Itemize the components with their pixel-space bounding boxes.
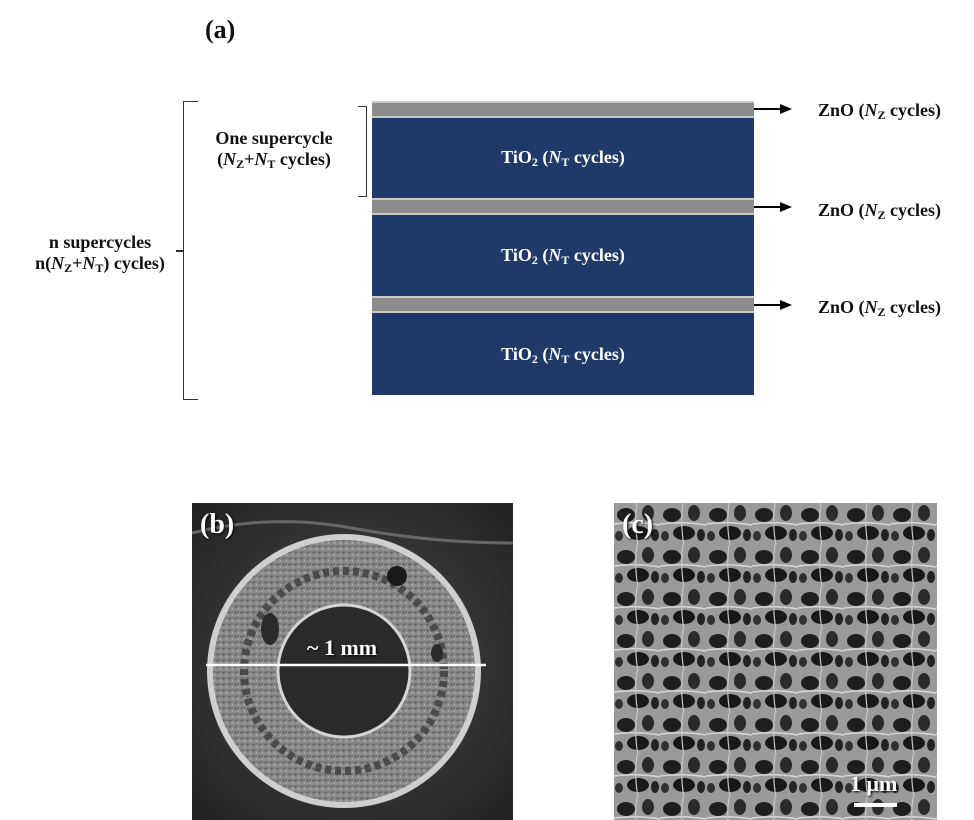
one-supercycle-label: One supercycle (NZ+NT cycles) [196, 128, 352, 170]
zno-label-3: ZnO (NZ cycles) [818, 297, 941, 319]
hollow-fiber-cross-section [192, 503, 513, 820]
panel-a-label: (a) [205, 15, 236, 44]
fiber-diameter-label: ~ 1 mm [307, 635, 378, 660]
porous-network [614, 503, 937, 820]
zno-label-1: ZnO (NZ cycles) [818, 100, 941, 122]
zno-layer-1 [372, 101, 754, 118]
tio2-layer-3-label: TiO2 (NT cycles) [501, 344, 625, 366]
zno-arrow-3-head [780, 300, 792, 310]
n-supercycles-bracket-tick [176, 250, 184, 252]
sem-image-hollow-fiber: (b) ~ 1 mm [192, 503, 513, 820]
sem-image-porous-structure: (c) 1 μm [614, 503, 937, 820]
zno-layer-2 [372, 198, 754, 215]
one-supercycle-bracket [358, 106, 367, 197]
zno-arrow-1-head [780, 104, 792, 114]
tio2-layer-2-label: TiO2 (NT cycles) [501, 245, 625, 267]
one-supercycle-formula: (NZ+NT cycles) [217, 149, 331, 171]
panel-c-label: (c) [622, 509, 654, 540]
scale-bar-label: 1 μm [850, 771, 898, 796]
tio2-layer-1-label: TiO2 (NT cycles) [501, 147, 625, 169]
zno-layer-3 [372, 296, 754, 313]
n-supercycles-formula: n(NZ+NT) cycles) [35, 253, 165, 275]
panel-b-label: (b) [200, 509, 235, 540]
zno-label-2: ZnO (NZ cycles) [818, 200, 941, 222]
zno-arrow-2-line [754, 206, 780, 208]
zno-arrow-3-line [754, 304, 780, 306]
zno-arrow-1-line [754, 108, 780, 110]
tio2-layer-1: TiO2 (NT cycles) [372, 118, 754, 198]
n-supercycles-label: n supercycles n(NZ+NT) cycles) [20, 232, 180, 274]
zno-arrow-2-head [780, 202, 792, 212]
tio2-layer-2: TiO2 (NT cycles) [372, 215, 754, 296]
tio2-layer-3: TiO2 (NT cycles) [372, 313, 754, 395]
